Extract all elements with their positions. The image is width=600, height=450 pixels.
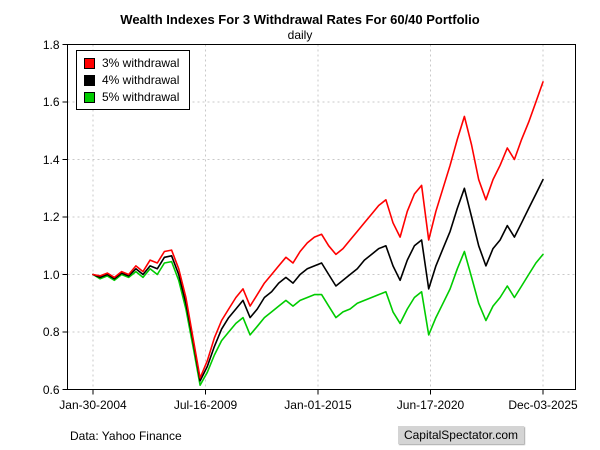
- chart-title: Wealth Indexes For 3 Withdrawal Rates Fo…: [120, 12, 480, 27]
- legend-label-4pct: 4% withdrawal: [102, 73, 180, 87]
- legend-item: 4% withdrawal: [84, 74, 179, 86]
- data-source-caption: Data: Yahoo Finance: [70, 429, 182, 443]
- legend-item: 5% withdrawal: [84, 91, 179, 103]
- chart-subtitle: daily: [287, 28, 313, 42]
- legend-swatch-3pct: [84, 57, 95, 69]
- y-tick-label: 1.8: [42, 37, 60, 52]
- legend-swatch-5pct: [84, 91, 95, 103]
- x-tick-label: Dec-03-2025: [508, 397, 578, 412]
- legend-item: 3% withdrawal: [84, 57, 179, 69]
- legend-swatch-4pct: [84, 74, 95, 86]
- legend-label-3pct: 3% withdrawal: [102, 56, 180, 70]
- y-tick-label: 1.4: [42, 152, 60, 167]
- y-tick-label: 1.2: [42, 210, 60, 224]
- y-tick-label: 0.8: [42, 325, 60, 339]
- legend-label-5pct: 5% withdrawal: [102, 90, 180, 104]
- x-tick-label: Jan-30-2004: [59, 397, 127, 412]
- x-tick-label: Jan-01-2015: [284, 397, 352, 412]
- site-watermark: CapitalSpectator.com: [397, 426, 524, 444]
- series-lines: [92, 81, 544, 387]
- y-tick-label: 1.0: [42, 267, 60, 282]
- x-tick-label: Jun-17-2020: [396, 397, 465, 412]
- legend: 3% withdrawal 4% withdrawal 5% withdrawa…: [76, 50, 191, 110]
- y-tick-label: 0.6: [42, 382, 60, 397]
- x-tick-label: Jul-16-2009: [173, 397, 238, 412]
- axis-ticks: [62, 44, 544, 395]
- plot-border: [67, 44, 576, 390]
- y-tick-label: 1.6: [42, 95, 60, 109]
